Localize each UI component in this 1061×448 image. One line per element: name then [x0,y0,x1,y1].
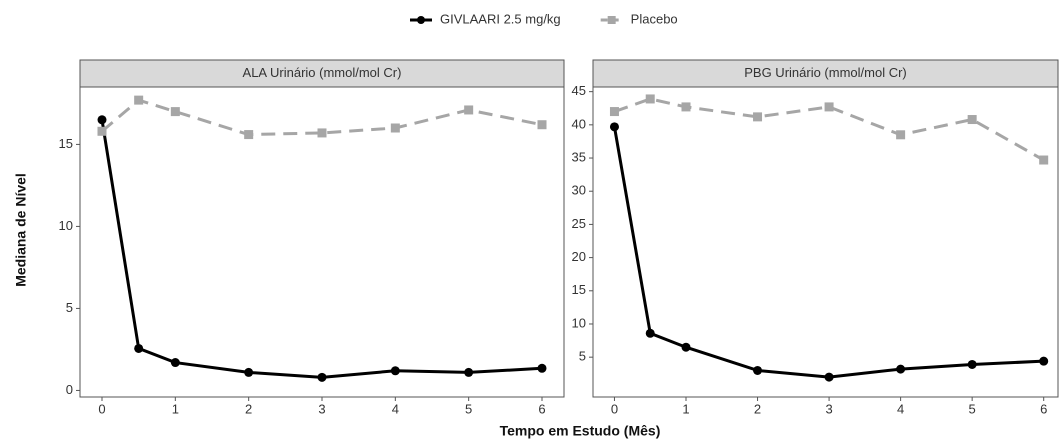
data-point [645,94,655,104]
data-point [390,366,400,376]
data-point [317,372,327,382]
panel-title: PBG Urinário (mmol/mol Cr) [744,65,907,80]
y-tick-label: 0 [66,382,73,397]
data-point [390,123,400,133]
data-point [1039,356,1049,366]
data-point [681,102,691,112]
y-tick-label: 10 [572,315,586,330]
data-point [464,105,474,115]
x-axis-label: Tempo em Estudo (Mês) [500,423,661,439]
data-point [317,128,327,138]
x-tick-label: 0 [611,401,618,416]
data-point [97,115,107,125]
data-point [134,95,144,105]
series-line [613,97,1045,162]
x-tick-label: 4 [897,401,904,416]
data-point [681,342,691,352]
data-point [170,107,180,117]
data-point [967,115,977,125]
data-point [537,120,547,130]
panel-title: ALA Urinário (mmol/mol Cr) [243,65,402,80]
data-point [824,372,834,382]
data-point [244,367,254,377]
data-point [609,122,619,132]
x-tick-label: 2 [245,401,252,416]
y-tick-label: 10 [59,218,73,233]
plot-area [79,86,565,398]
plot-area [592,86,1059,398]
legend-label: Placebo [631,11,678,26]
x-tick-label: 6 [538,401,545,416]
y-tick-label: 15 [572,282,586,297]
y-tick-label: 45 [572,83,586,98]
x-tick-label: 1 [172,401,179,416]
y-tick-label: 25 [572,216,586,231]
data-point [967,359,977,369]
data-point [244,130,254,140]
y-tick-label: 30 [572,183,586,198]
legend-marker [607,16,616,24]
x-tick-label: 5 [969,401,976,416]
series-line [612,126,1044,379]
data-point [645,328,655,338]
x-tick-label: 3 [825,401,832,416]
y-tick-label: 5 [66,300,73,315]
y-tick-label: 20 [572,249,586,264]
panel-strip [592,59,1059,88]
data-point [896,364,906,374]
y-tick-label: 15 [59,136,73,151]
data-point [1039,155,1049,165]
data-point [464,367,474,377]
legend-marker [417,16,425,24]
data-point [609,107,619,117]
data-point [170,358,180,368]
x-tick-label: 0 [98,401,105,416]
y-tick-label: 40 [572,116,586,131]
y-tick-label: 5 [579,349,586,364]
x-tick-label: 1 [682,401,689,416]
data-point [97,126,107,136]
legend-label: GIVLAARI 2.5 mg/kg [440,11,561,26]
data-point [753,112,763,122]
data-point [824,102,834,112]
data-point [896,130,906,140]
x-tick-label: 4 [392,401,399,416]
series-line [101,98,543,137]
x-tick-label: 2 [754,401,761,416]
data-point [753,365,763,375]
x-tick-label: 6 [1040,401,1047,416]
y-axis-label: Mediana de Nível [13,173,29,287]
y-tick-label: 35 [572,149,586,164]
panel-strip [79,59,565,88]
data-point [134,343,144,353]
x-tick-label: 5 [465,401,472,416]
data-point [537,363,547,373]
x-tick-label: 3 [318,401,325,416]
series-line [100,119,543,379]
